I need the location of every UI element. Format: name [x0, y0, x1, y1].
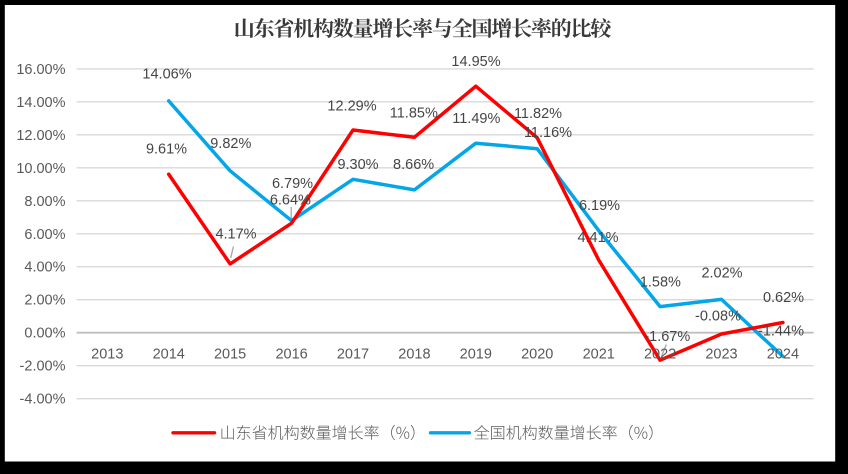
- svg-text:2023: 2023: [705, 346, 737, 362]
- svg-text:2019: 2019: [460, 346, 492, 362]
- svg-text:12.29%: 12.29%: [327, 99, 376, 115]
- svg-text:6.64%: 6.64%: [270, 192, 311, 208]
- svg-text:-2.00%: -2.00%: [20, 359, 66, 375]
- svg-text:11.82%: 11.82%: [514, 106, 562, 122]
- svg-text:11.16%: 11.16%: [524, 125, 572, 141]
- svg-text:11.49%: 11.49%: [452, 111, 500, 127]
- svg-text:14.00%: 14.00%: [16, 95, 65, 111]
- svg-text:2.02%: 2.02%: [701, 266, 742, 282]
- svg-text:4.00%: 4.00%: [24, 260, 65, 276]
- svg-text:8.66%: 8.66%: [393, 157, 434, 173]
- svg-text:6.79%: 6.79%: [272, 176, 313, 192]
- svg-text:-1.67%: -1.67%: [644, 329, 690, 345]
- svg-text:8.00%: 8.00%: [24, 194, 65, 210]
- svg-text:1.58%: 1.58%: [640, 275, 681, 291]
- svg-text:12.00%: 12.00%: [16, 128, 65, 144]
- svg-text:2016: 2016: [275, 346, 307, 362]
- svg-text:2022: 2022: [644, 346, 676, 362]
- svg-text:6.19%: 6.19%: [579, 198, 620, 214]
- svg-text:6.00%: 6.00%: [24, 227, 65, 243]
- svg-text:2024: 2024: [767, 346, 799, 362]
- svg-text:10.00%: 10.00%: [16, 161, 65, 177]
- svg-text:2017: 2017: [337, 346, 369, 362]
- svg-text:14.06%: 14.06%: [142, 67, 191, 83]
- svg-text:2015: 2015: [214, 346, 246, 362]
- svg-text:14.95%: 14.95%: [451, 54, 500, 70]
- svg-text:0.00%: 0.00%: [24, 326, 65, 342]
- svg-text:9.61%: 9.61%: [146, 142, 187, 158]
- svg-text:16.00%: 16.00%: [16, 62, 65, 78]
- svg-text:11.85%: 11.85%: [390, 106, 438, 122]
- svg-text:2.00%: 2.00%: [24, 293, 65, 309]
- svg-text:-4.00%: -4.00%: [20, 392, 66, 408]
- svg-text:4.41%: 4.41%: [577, 230, 618, 246]
- svg-text:0.62%: 0.62%: [763, 290, 804, 306]
- svg-text:2018: 2018: [398, 346, 430, 362]
- svg-text:9.30%: 9.30%: [337, 157, 378, 173]
- svg-text:4.17%: 4.17%: [215, 226, 256, 242]
- svg-text:2020: 2020: [521, 346, 553, 362]
- svg-text:2014: 2014: [153, 346, 185, 362]
- svg-text:2021: 2021: [583, 346, 615, 362]
- svg-text:2013: 2013: [91, 346, 123, 362]
- svg-text:-0.08%: -0.08%: [695, 308, 741, 324]
- svg-text:9.82%: 9.82%: [210, 136, 251, 152]
- svg-text:-1.44%: -1.44%: [758, 324, 804, 340]
